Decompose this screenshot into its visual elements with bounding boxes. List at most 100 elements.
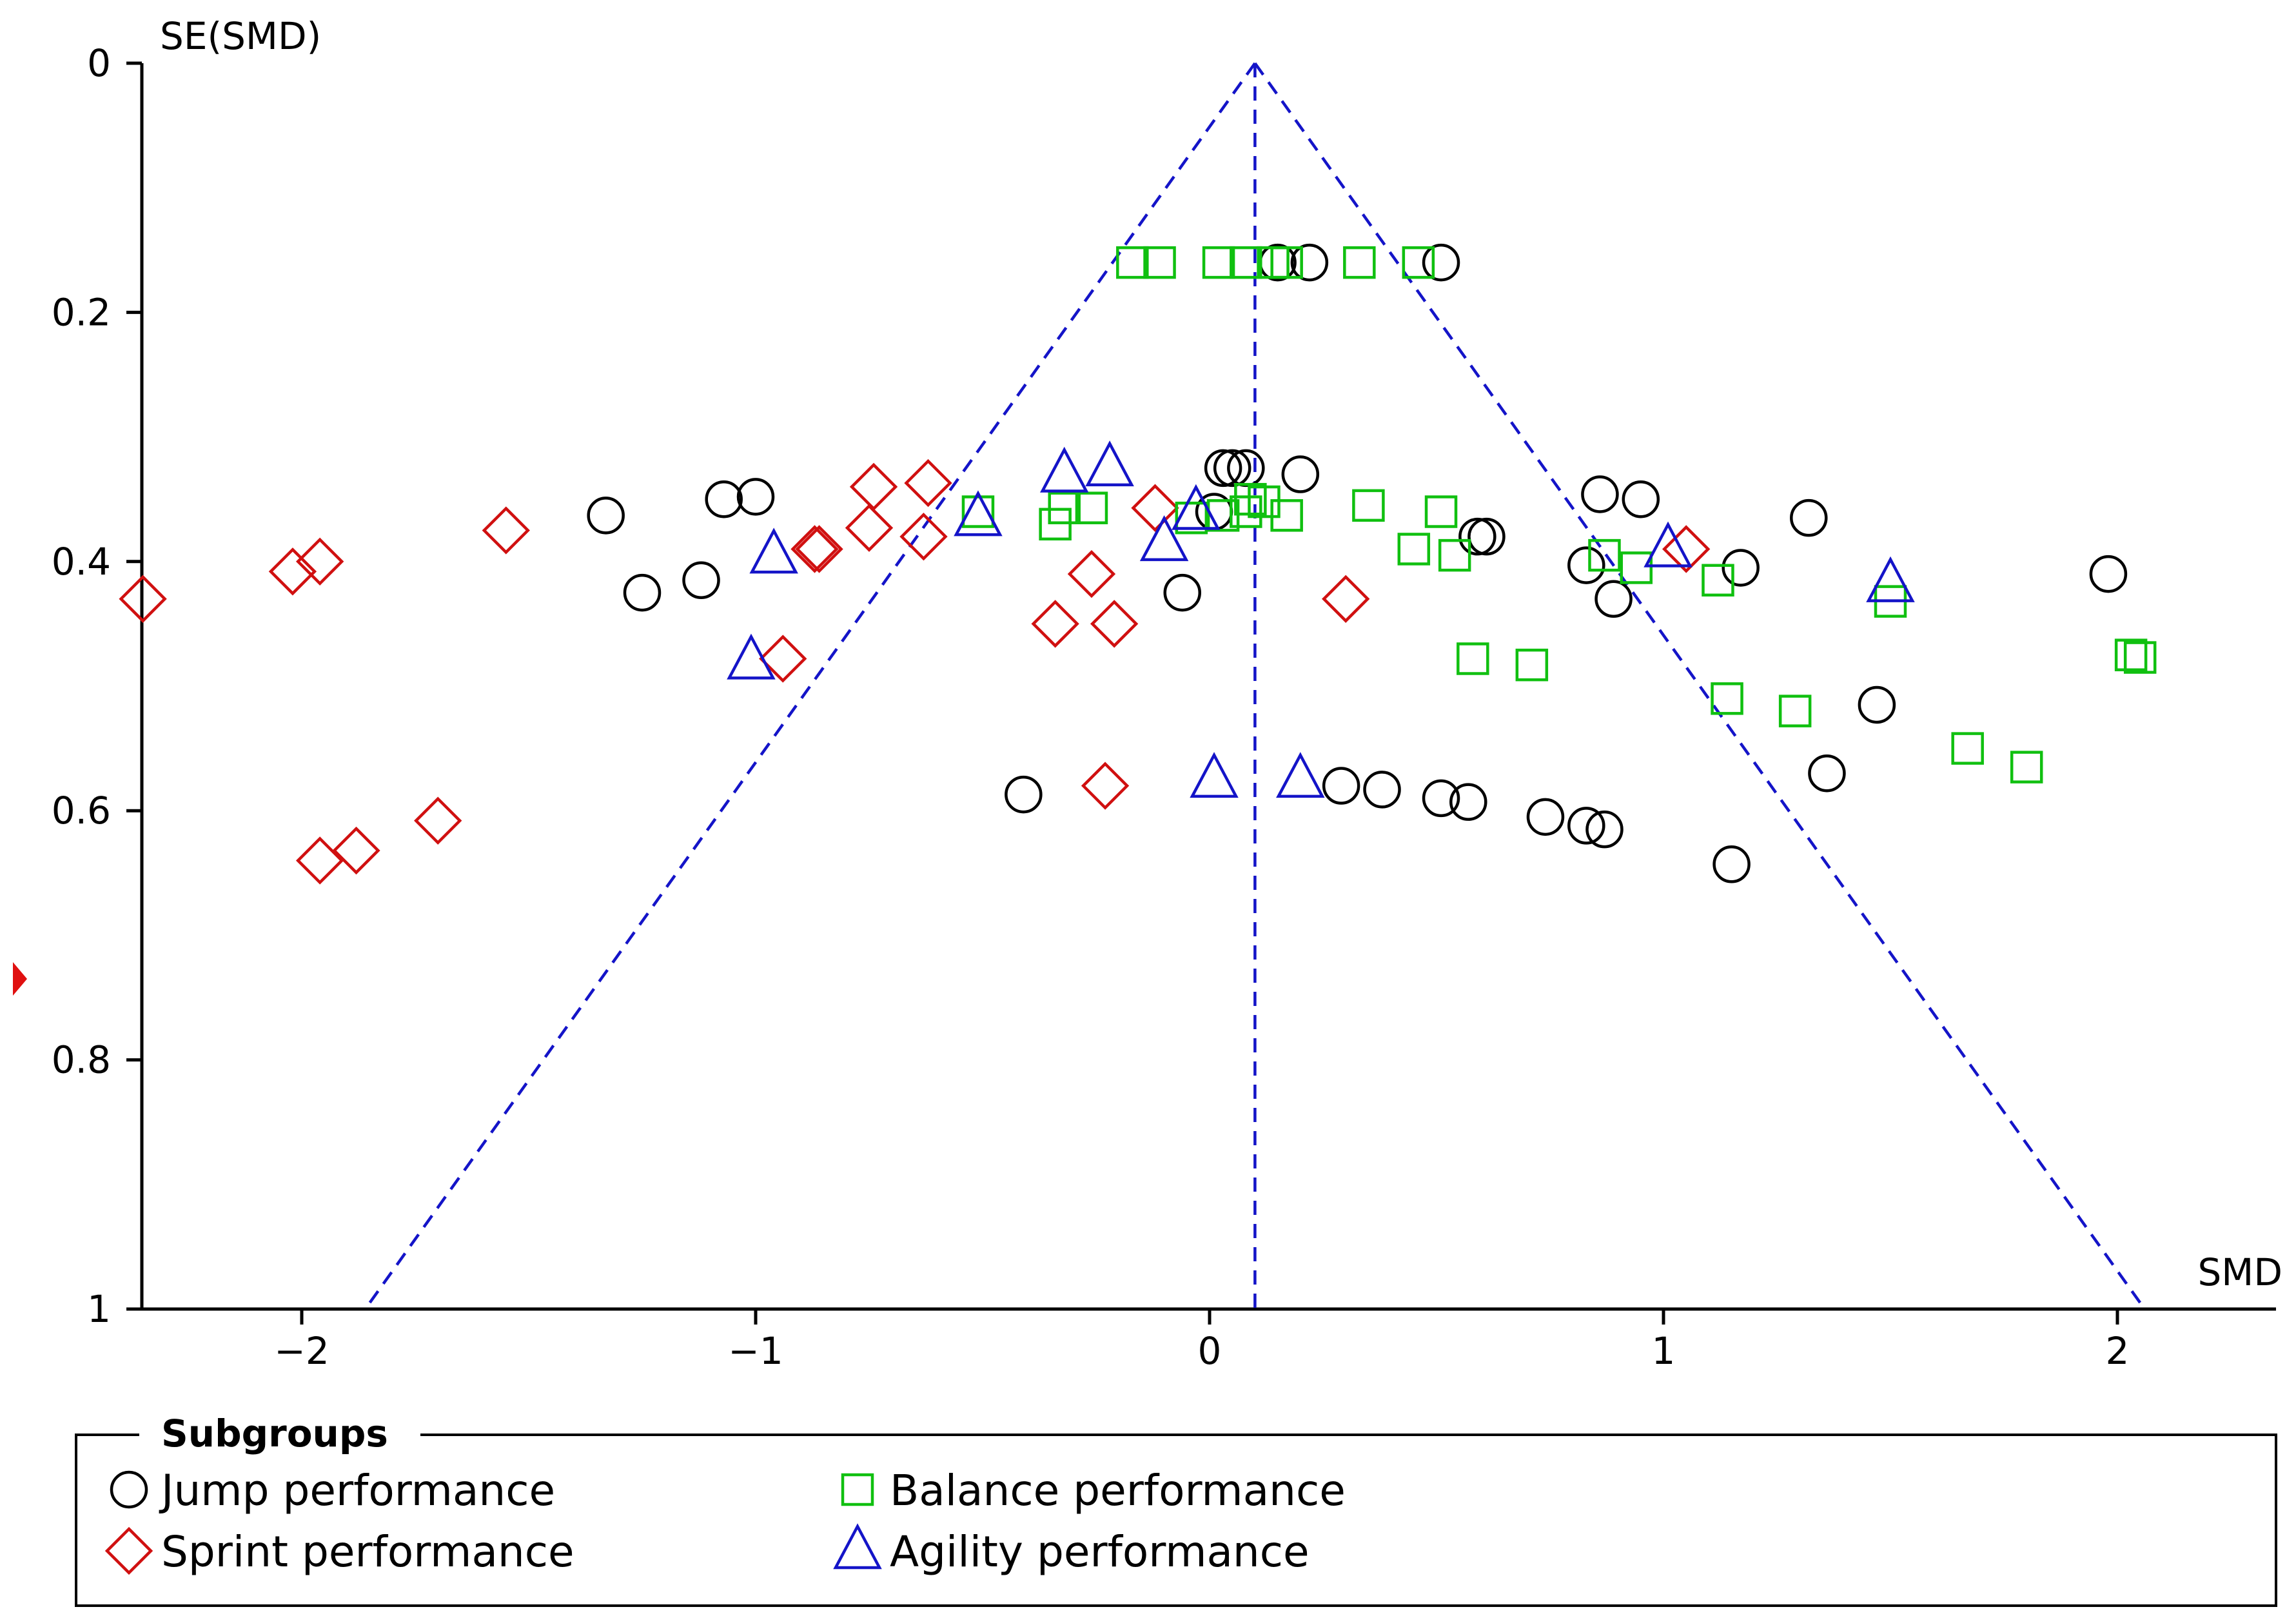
y-tick-label: 1 — [87, 1287, 111, 1331]
y-tick-label: 0.4 — [52, 540, 111, 584]
legend-agility-icon — [833, 1523, 882, 1570]
balance-point — [1402, 246, 1435, 279]
balance-point — [1270, 246, 1303, 279]
sprint-point — [1081, 762, 1130, 810]
jump-point — [1449, 783, 1487, 821]
sprint-point — [759, 635, 807, 683]
axes: SE(SMD) SMD — [140, 14, 2282, 1311]
legend-title: Subgroups — [161, 1412, 388, 1455]
legend-jump-label: Jump performance — [159, 1466, 555, 1515]
jump-point — [1163, 573, 1202, 612]
legend-items: Jump performance Sprint performance Balanc… — [104, 1466, 1346, 1577]
legend-box — [75, 1434, 2277, 1607]
jump-point — [587, 497, 625, 535]
balance-point — [1951, 732, 1984, 765]
balance-point — [1515, 648, 1549, 682]
agility-point — [1190, 752, 1239, 798]
jump-point — [1712, 845, 1751, 883]
jump-point — [1281, 455, 1320, 493]
balance-point — [2123, 641, 2157, 674]
legend-sprint-label: Sprint performance — [161, 1527, 574, 1577]
jump-point — [1422, 243, 1460, 282]
balance-point — [2010, 751, 2043, 783]
x-tick-label: 0 — [1198, 1329, 1222, 1373]
sprint-point — [795, 525, 843, 573]
sprint-point — [899, 512, 948, 561]
jump-point — [1005, 775, 1043, 814]
balance-point — [1143, 246, 1176, 279]
x-tick-label: −1 — [728, 1329, 783, 1373]
balance-point — [2114, 638, 2148, 671]
jump-point — [1858, 685, 1896, 724]
jump-point — [1622, 480, 1660, 518]
x-tick-label: −2 — [274, 1329, 329, 1373]
y-axis-title: SE(SMD) — [160, 14, 321, 58]
jump-point — [623, 573, 662, 612]
y-tick-label: 0.8 — [52, 1038, 111, 1082]
jump-point — [1722, 549, 1760, 587]
jump-point — [736, 478, 775, 516]
agility-point — [727, 633, 776, 680]
jump-point — [1204, 449, 1242, 488]
sprint-point — [1067, 549, 1116, 598]
sprint-point — [332, 826, 380, 875]
jump-point — [1790, 498, 1828, 537]
agility-point — [1039, 446, 1089, 493]
y-tick-label: 0.6 — [52, 789, 111, 833]
balance-point — [1424, 495, 1458, 528]
sprint-point — [119, 575, 167, 623]
legend-jump-icon — [110, 1470, 148, 1509]
jump-point — [1422, 779, 1460, 818]
egger-marker-icon — [13, 962, 27, 996]
sprint-point — [1090, 600, 1139, 648]
agility-point — [1644, 521, 1693, 567]
jump-point — [1290, 243, 1329, 282]
jump-point — [1363, 771, 1401, 809]
balance-point — [1230, 495, 1262, 528]
balance-point — [1397, 533, 1431, 566]
sprint-point — [1131, 484, 1179, 532]
balance-point — [961, 495, 995, 528]
jump-point — [1259, 243, 1297, 282]
sprint-point — [904, 458, 952, 507]
y-tick-label: 0.2 — [52, 290, 111, 334]
x-ticks: −2 −1 0 1 2 — [274, 1309, 2129, 1373]
y-ticks: 0 0.2 0.4 0.6 0.8 1 — [52, 41, 142, 1331]
x-tick-label: 1 — [1652, 1329, 1676, 1373]
balance-point — [1048, 491, 1081, 524]
agility-point — [954, 490, 1003, 537]
sprint-point — [845, 504, 894, 552]
sprint-point — [268, 547, 317, 596]
balance-point — [1175, 501, 1208, 535]
sprint-point — [295, 537, 344, 586]
sprint-point — [1322, 575, 1370, 623]
jump-point — [1567, 546, 1605, 584]
jump-point — [1585, 810, 1624, 849]
legend-balance-label: Balance performance — [890, 1466, 1346, 1515]
x-tick-label: 2 — [2106, 1329, 2130, 1373]
balance-point — [1711, 682, 1743, 715]
jump-point — [1808, 754, 1846, 793]
jump-point — [1213, 449, 1251, 488]
balance-point — [1702, 564, 1734, 597]
agility-point — [1139, 515, 1189, 562]
agility-point — [1172, 484, 1221, 530]
balance-point — [1438, 538, 1471, 572]
legend-sprint-icon — [104, 1526, 153, 1575]
data-points — [119, 243, 2157, 885]
jump-point — [1594, 580, 1633, 618]
funnel-right-line — [1253, 62, 2146, 1310]
agility-point — [1085, 440, 1134, 487]
jump-point — [1322, 767, 1360, 805]
agility-point — [1866, 556, 1915, 602]
x-axis-title: SMD — [2197, 1250, 2282, 1294]
y-tick-label: 0 — [87, 41, 111, 85]
jump-point — [1526, 798, 1565, 836]
sprint-point — [790, 525, 839, 573]
sprint-point — [1662, 525, 1711, 573]
jump-point — [1567, 807, 1605, 845]
sprint-point — [482, 506, 530, 555]
balance-point — [1230, 246, 1262, 279]
balance-point — [1352, 489, 1385, 522]
